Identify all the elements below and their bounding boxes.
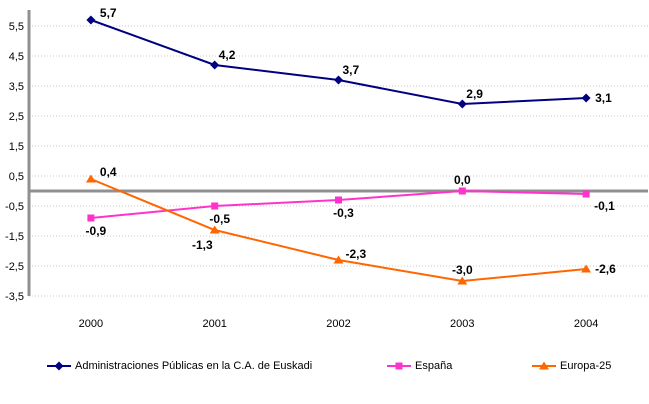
chart-legend: Administraciones Públicas en la C.A. de … <box>0 357 649 381</box>
svg-text:3,5: 3,5 <box>9 81 24 93</box>
svg-text:-0,5: -0,5 <box>209 212 230 226</box>
svg-text:-0,5: -0,5 <box>5 201 24 213</box>
svg-text:-2,5: -2,5 <box>5 261 24 273</box>
svg-text:-3,0: -3,0 <box>452 263 473 277</box>
svg-text:0,5: 0,5 <box>9 171 24 183</box>
svg-text:2,9: 2,9 <box>466 87 483 101</box>
svg-text:-0,1: -0,1 <box>594 199 615 213</box>
svg-text:3,1: 3,1 <box>595 91 612 105</box>
svg-text:0,0: 0,0 <box>454 173 471 187</box>
svg-text:5,5: 5,5 <box>9 21 24 33</box>
svg-text:0,4: 0,4 <box>100 165 117 179</box>
svg-text:-1,5: -1,5 <box>5 231 24 243</box>
legend-label-espana: España <box>415 360 453 372</box>
legend-item-espana: España <box>387 360 452 372</box>
svg-text:-0,3: -0,3 <box>333 206 354 220</box>
legend-label-europa25: Europa-25 <box>560 360 612 372</box>
legend-line-triangle-icon <box>532 361 556 370</box>
svg-text:5,7: 5,7 <box>100 6 117 20</box>
svg-text:-2,3: -2,3 <box>346 247 367 261</box>
svg-text:2002: 2002 <box>326 318 350 330</box>
svg-text:-2,6: -2,6 <box>595 262 616 276</box>
svg-text:-0,9: -0,9 <box>86 224 107 238</box>
svg-text:3,7: 3,7 <box>343 63 360 77</box>
svg-text:2004: 2004 <box>574 318 598 330</box>
svg-text:2,5: 2,5 <box>9 111 24 123</box>
svg-text:-3,5: -3,5 <box>5 291 24 303</box>
legend-line-diamond-icon <box>47 361 71 371</box>
legend-item-europa25: Europa-25 <box>532 360 611 372</box>
svg-text:2001: 2001 <box>202 318 226 330</box>
legend-item-euskadi: Administraciones Públicas en la C.A. de … <box>47 360 312 372</box>
svg-text:2003: 2003 <box>450 318 474 330</box>
svg-text:2000: 2000 <box>79 318 103 330</box>
svg-text:1,5: 1,5 <box>9 141 24 153</box>
svg-text:4,2: 4,2 <box>219 48 236 62</box>
svg-text:4,5: 4,5 <box>9 51 24 63</box>
legend-label-euskadi: Administraciones Públicas en la C.A. de … <box>75 360 313 372</box>
svg-text:-1,3: -1,3 <box>192 238 213 252</box>
legend-line-square-icon <box>387 362 411 370</box>
